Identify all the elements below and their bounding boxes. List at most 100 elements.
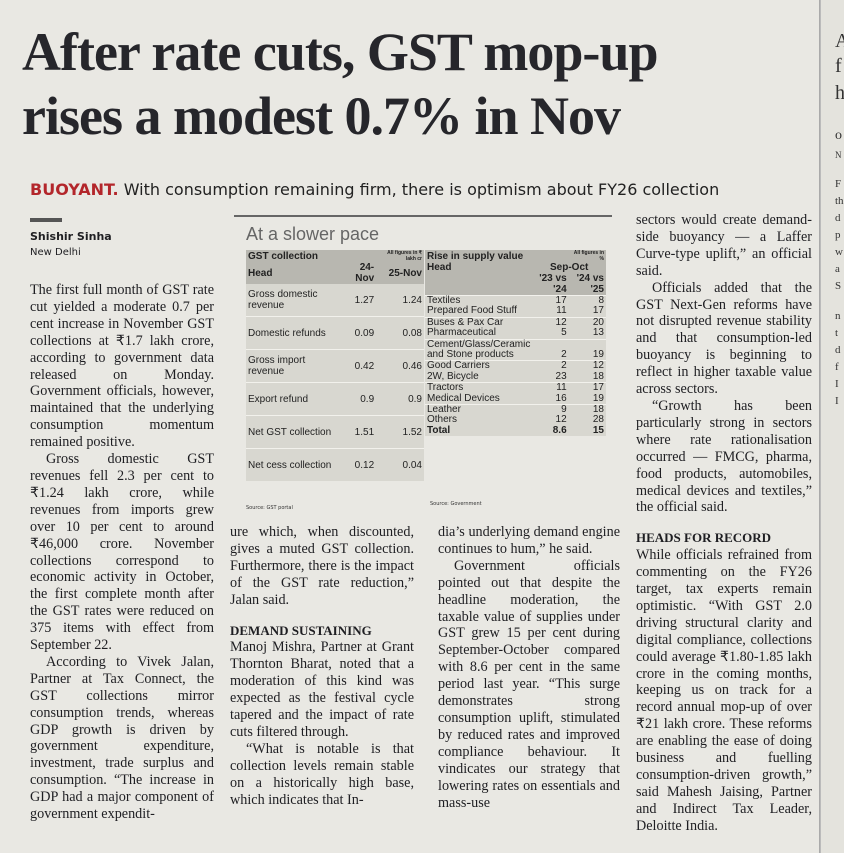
column-header: 25-Nov xyxy=(376,262,424,284)
row-label: Pharmaceutical xyxy=(427,327,496,339)
cell-value: 18 xyxy=(568,404,606,416)
cell-value: 5 xyxy=(561,327,567,339)
row-label: Net cess collection xyxy=(246,448,343,481)
table-row: Good Carriers 2 12 xyxy=(425,360,606,372)
table-source-right: Source: Government xyxy=(430,501,482,507)
row-label: Medical Devices xyxy=(427,392,500,404)
row-label: Domestic refunds xyxy=(246,316,343,350)
table-header-row: GST collection All figures in ₹ lakh cr xyxy=(246,250,424,262)
col3-para-2: Government officials pointed out that de… xyxy=(438,557,620,811)
row-label: Others xyxy=(427,414,458,426)
cell-value: 12 xyxy=(532,316,569,329)
cell-value: 0.9 xyxy=(376,382,424,416)
cell-value: 0.12 xyxy=(342,448,377,481)
col4-para-2: Officials added that the GST Next-Gen re… xyxy=(636,279,812,398)
cell-value: 19 xyxy=(592,349,604,361)
cell-value: 16 xyxy=(555,392,567,404)
strip-text: th xyxy=(835,195,844,207)
cell-value: 0.46 xyxy=(376,349,424,383)
cell-value: 0.9 xyxy=(342,382,377,416)
cell-value: 0.42 xyxy=(342,349,377,383)
row-label: Textiles xyxy=(425,295,533,307)
cell-value: 17 xyxy=(568,382,606,394)
strip-text: F xyxy=(835,178,842,190)
table-row: Leather 9 18 xyxy=(425,404,606,416)
row-label: 2W, Bicycle xyxy=(427,370,479,382)
strip-text: o xyxy=(835,128,842,143)
table-row: Pharmaceutical 5 13 xyxy=(425,328,606,339)
deck-kicker: BUOYANT. xyxy=(30,180,119,199)
cell-value: 1.52 xyxy=(376,415,424,449)
cell-value: 0.04 xyxy=(376,448,424,481)
table-row: Net GST collection 1.51 1.52 xyxy=(246,415,424,449)
cell-value xyxy=(568,338,606,351)
strip-text: f xyxy=(835,55,842,77)
table-row: Textiles 17 8 xyxy=(425,295,606,307)
row-label: Good Carriers xyxy=(425,360,533,372)
deck-text: With consumption remaining firm, there i… xyxy=(118,180,720,199)
row-label: Cement/Glass/Ceramic xyxy=(425,338,533,351)
cell-value: 18 xyxy=(592,370,604,382)
byline-rule xyxy=(30,218,62,222)
strip-text: A xyxy=(835,30,844,52)
deck: BUOYANT. With consumption remaining firm… xyxy=(30,180,820,199)
column-header: '24 vs '25 xyxy=(568,273,606,296)
table-title: At a slower pace xyxy=(246,224,380,244)
headline: After rate cuts, GST mop-up rises a mode… xyxy=(22,20,802,148)
table-total-row: Total 8.6 15 xyxy=(425,424,606,436)
strip-text: d xyxy=(835,212,841,224)
row-label: Total xyxy=(427,424,451,436)
cell-value: 2 xyxy=(561,349,567,361)
table-row: 2W, Bicycle 23 18 xyxy=(425,370,606,383)
table-column-header-row: Head Sep-Oct xyxy=(425,262,606,273)
strip-text: n xyxy=(835,310,841,322)
row-label: Tractors xyxy=(425,382,533,394)
table-heading: GST collection xyxy=(246,250,343,262)
cell-value: 2 xyxy=(532,360,569,372)
row-label: Net GST collection xyxy=(246,415,343,449)
table-unit-note: All figures in ₹ lakh cr xyxy=(376,250,424,262)
row-label: Gross domestic revenue xyxy=(248,289,318,311)
column-4: sectors would create demand-side buoyanc… xyxy=(636,212,812,835)
cell-value: 8 xyxy=(568,295,606,307)
headline-line-1: After rate cuts, GST mop-up xyxy=(22,22,658,82)
row-label: Gross import revenue xyxy=(246,349,343,383)
col1-para-2: Gross domestic GST revenues fell 2.3 per… xyxy=(30,451,214,654)
cell-value: 8.6 xyxy=(552,424,567,436)
column-3: dia’s underlying demand engine continues… xyxy=(438,524,620,811)
column-header: Head xyxy=(425,262,533,273)
table-row: Others 12 28 xyxy=(425,414,606,426)
subhead-heads-for-record: HEADS FOR RECORD xyxy=(636,530,772,546)
column-header: Head xyxy=(246,262,343,284)
col2-para-2: “What is notable is that collection leve… xyxy=(230,740,414,808)
table-top-rule xyxy=(234,215,612,217)
headline-line-2: rises a modest 0.7% in Nov xyxy=(22,86,621,146)
cell-value: 17 xyxy=(532,295,569,307)
table-unit-note: All figures in % xyxy=(568,250,606,262)
strip-text: I xyxy=(835,395,839,407)
table-row: and Stone products 2 19 xyxy=(425,349,606,361)
strip-text: I xyxy=(835,378,839,390)
strip-text: h xyxy=(835,82,844,104)
column-2: ure which, when discounted, gives a mute… xyxy=(230,524,414,809)
col4-para-1: sectors would create demand-side buoyanc… xyxy=(636,212,812,279)
table-header-row: Rise in supply value All figures in % xyxy=(425,250,606,262)
table-column-header-row: Head 24-Nov 25-Nov xyxy=(246,262,424,284)
column-1: The first full month of GST rate cut yie… xyxy=(30,282,214,823)
strip-text: t xyxy=(835,327,839,339)
table-row: Prepared Food Stuff 11 17 xyxy=(425,306,606,317)
row-label: Prepared Food Stuff xyxy=(427,305,517,317)
table-row: Gross import revenue 0.42 0.46 xyxy=(246,349,424,383)
cell-value: 9 xyxy=(532,404,569,416)
col2-para-1: Manoj Mishra, Partner at Grant Thornton … xyxy=(230,639,414,740)
cell-value: 1.27 xyxy=(354,294,375,306)
table-row: Tractors 11 17 xyxy=(425,382,606,394)
row-label: and Stone products xyxy=(427,349,514,361)
cell-value: 28 xyxy=(592,414,604,426)
strip-text: w xyxy=(835,246,843,258)
table-row: Medical Devices 16 19 xyxy=(425,392,606,405)
cell-value: 13 xyxy=(592,327,604,339)
column-header: Sep-Oct xyxy=(532,262,606,273)
strip-text: S xyxy=(835,280,842,292)
column-header: '23 vs '24 xyxy=(532,273,569,296)
